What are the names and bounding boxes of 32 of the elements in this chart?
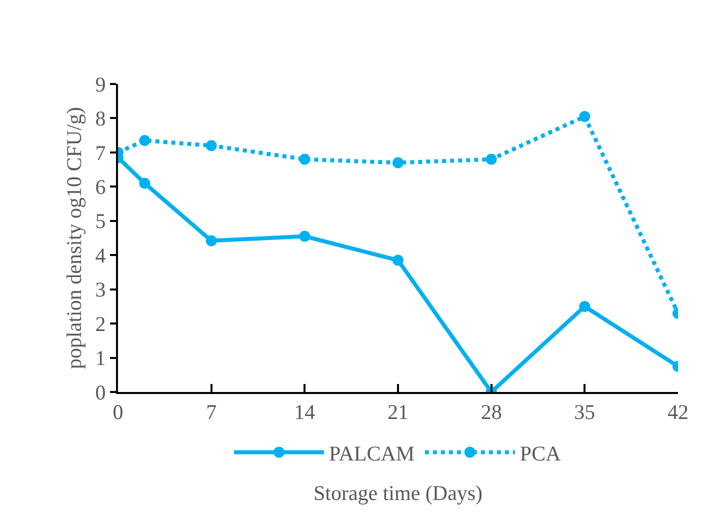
y-tick-label: 6 <box>95 175 106 200</box>
x-tick-label: 28 <box>480 400 502 424</box>
x-axis-title: Storage time (Days) <box>313 480 483 505</box>
y-tick-label: 0 <box>95 380 106 404</box>
legend-label: PALCAM <box>329 441 415 466</box>
point <box>579 300 590 312</box>
x-tick-label: 35 <box>574 400 596 424</box>
point <box>139 178 150 189</box>
y-tick-label: 9 <box>95 72 106 96</box>
point <box>206 140 217 152</box>
x-tick-label: 0 <box>112 400 124 424</box>
x-tick-label: 14 <box>294 400 316 424</box>
y-tick-label: 2 <box>95 312 106 336</box>
y-tick-label: 3 <box>95 278 106 302</box>
point <box>392 157 404 168</box>
y-tick-label: 7 <box>95 140 106 165</box>
point <box>139 134 150 146</box>
point <box>299 230 310 242</box>
x-tick-label: 7 <box>206 400 217 424</box>
point <box>486 154 497 165</box>
y-tick-label: 1 <box>95 346 106 370</box>
point <box>299 154 310 165</box>
legend-label: PCA <box>520 441 562 466</box>
point <box>579 111 590 122</box>
point <box>206 235 217 246</box>
y-tick-label: 4 <box>95 243 106 268</box>
y-tick-label: 8 <box>95 106 106 131</box>
x-tick-label: 21 <box>388 400 408 424</box>
x-tick-label: 42 <box>668 400 688 424</box>
point <box>392 254 404 266</box>
y-axis-title: poplation density og10 CFU/g) <box>62 107 86 369</box>
y-tick-label: 5 <box>95 209 106 234</box>
